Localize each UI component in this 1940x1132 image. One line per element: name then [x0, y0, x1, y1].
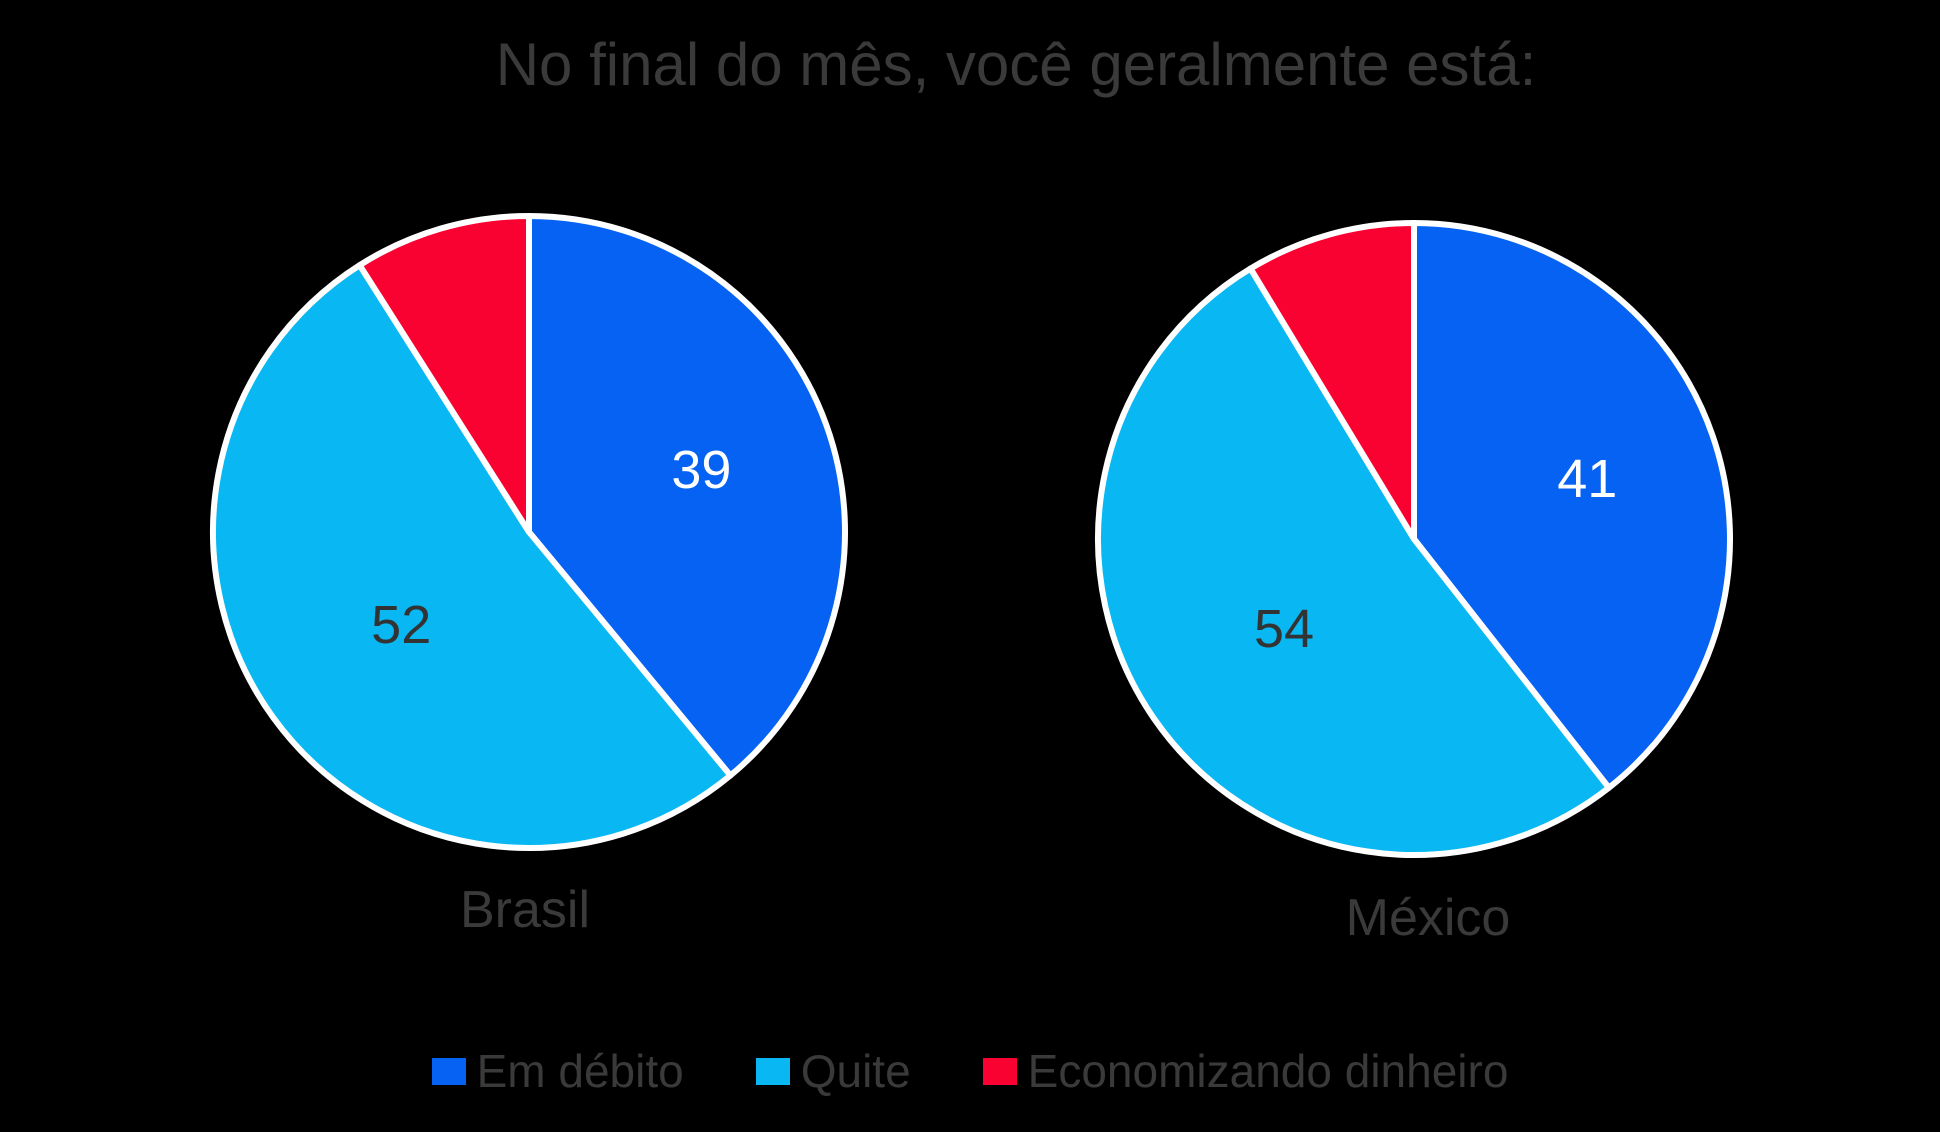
pie-value-label-mexico-quite: 54	[1254, 599, 1314, 659]
pie-label-brasil: Brasil	[459, 881, 591, 939]
pie-value-label-brasil-em-debito: 39	[671, 440, 731, 500]
legend-label-em-debito: Em débito	[476, 1045, 684, 1097]
legend-item-em-debito: Em débito	[431, 1044, 684, 1098]
legend-item-quite: Quite	[755, 1044, 911, 1098]
legend-label-quite: Quite	[800, 1045, 911, 1097]
pie-svg-brasil: 39 52	[210, 213, 849, 851]
legend-label-economizando: Economizando dinheiro	[1027, 1045, 1509, 1097]
pie-slice-brasil-em-debito	[526, 213, 849, 779]
pie-value-label-mexico-em-debito: 41	[1557, 449, 1617, 509]
legend-swatch-em-debito-icon	[431, 1057, 466, 1085]
pie-value-label-brasil-quite: 52	[371, 595, 431, 655]
pie-svg-mexico: 41 54	[1095, 220, 1733, 858]
pie-slice-brasil-economizando-dinheiro	[356, 213, 532, 535]
legend-swatch-economizando-icon	[982, 1057, 1017, 1085]
chart-title: No final do mês, você geralmente está:	[495, 31, 1537, 98]
pie-slice-brasil-quite	[210, 262, 734, 851]
legend-item-economizando: Economizando dinheiro	[982, 1044, 1509, 1098]
pie-slice-mexico-em-debito	[1411, 220, 1733, 791]
pie-chart-brasil: 39 52	[199, 202, 859, 862]
pie-label-mexico: México	[1345, 889, 1511, 947]
pie-slice-mexico-economizando-dinheiro	[1247, 220, 1417, 542]
legend-swatch-quite-icon	[755, 1057, 790, 1085]
pie-slice-mexico-quite	[1095, 265, 1612, 858]
pie-chart-mexico: 41 54	[1084, 209, 1744, 869]
legend: Em débito Quite Economizando dinheiro	[0, 1044, 1940, 1098]
